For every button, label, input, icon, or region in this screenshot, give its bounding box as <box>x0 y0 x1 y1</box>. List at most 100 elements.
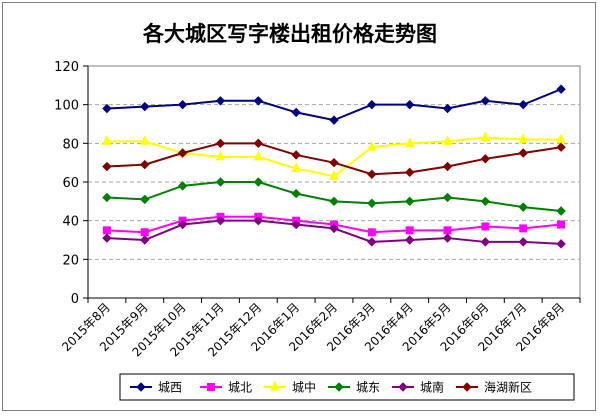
legend-marker <box>462 382 472 392</box>
data-point <box>481 222 490 231</box>
data-point <box>556 206 566 216</box>
data-point <box>367 169 377 179</box>
data-point <box>518 133 529 143</box>
data-point <box>442 103 453 114</box>
data-point <box>140 194 150 205</box>
legend-item: 城南 <box>392 380 444 395</box>
data-point <box>367 99 377 110</box>
legend-item: 城北 <box>200 381 252 395</box>
data-point <box>404 196 415 207</box>
data-point <box>404 137 415 147</box>
data-point <box>480 196 491 207</box>
data-point <box>480 154 491 164</box>
data-point <box>215 96 226 106</box>
data-point <box>480 131 491 142</box>
data-point <box>102 233 112 243</box>
data-point <box>102 226 111 235</box>
legend-label: 城南 <box>420 380 444 395</box>
legend-marker <box>334 382 344 392</box>
data-point <box>291 188 301 199</box>
data-point <box>253 96 264 106</box>
data-point <box>102 135 112 145</box>
legend-label: 城北 <box>228 381 252 395</box>
series-4 <box>102 177 566 216</box>
legend-item: 城东 <box>328 381 380 395</box>
data-point <box>215 215 226 226</box>
legend-marker <box>207 383 215 391</box>
legend-label: 城东 <box>356 381 380 395</box>
data-point <box>177 99 188 110</box>
legend-label: 城中 <box>292 380 316 395</box>
series-1 <box>102 84 566 125</box>
data-point <box>442 135 453 145</box>
data-point <box>443 226 452 235</box>
data-point <box>329 196 339 207</box>
series-line <box>106 181 562 212</box>
data-point <box>253 215 264 226</box>
legend-marker <box>136 382 146 392</box>
data-point <box>556 84 566 94</box>
series-6 <box>102 138 566 179</box>
data-point <box>367 141 377 151</box>
data-point <box>442 233 453 243</box>
legend-label: 海湖新区 <box>484 380 532 395</box>
chart-frame: 各大城区写字楼出租价格走势图 0 20 40 60 80 100 120 2015年8月 20… <box>2 2 596 411</box>
data-point <box>215 150 226 161</box>
data-point <box>102 192 112 203</box>
data-point <box>404 167 415 178</box>
data-point <box>480 96 491 106</box>
data-point <box>253 150 264 161</box>
data-point <box>329 223 339 234</box>
y-tick-label: 20 <box>62 253 79 268</box>
data-point <box>291 162 301 172</box>
data-point <box>518 237 528 247</box>
y-tick-label: 120 <box>54 60 79 75</box>
data-point <box>291 107 301 118</box>
data-point <box>177 181 188 191</box>
data-point <box>405 226 414 235</box>
data-point <box>518 202 528 212</box>
data-point <box>556 133 566 143</box>
data-point <box>177 219 188 230</box>
data-point <box>140 228 149 237</box>
chart-title: 各大城区写字楼出租价格走势图 <box>142 22 437 46</box>
data-point <box>102 161 112 172</box>
data-point <box>140 101 150 112</box>
data-point <box>253 138 264 149</box>
data-point <box>556 239 566 249</box>
data-point <box>329 170 339 180</box>
data-point <box>139 135 150 145</box>
data-point <box>404 235 415 245</box>
legend-item: 城中 <box>264 380 316 395</box>
data-point <box>253 177 264 187</box>
data-point <box>140 235 150 245</box>
y-tick-label: 60 <box>62 176 79 191</box>
data-point <box>556 142 566 152</box>
data-point <box>367 237 377 247</box>
data-point <box>291 219 301 230</box>
data-point <box>518 99 528 110</box>
y-tick-label: 40 <box>62 215 79 230</box>
data-point <box>140 159 150 170</box>
data-point <box>518 148 528 158</box>
legend-item: 海湖新区 <box>456 380 532 395</box>
data-point <box>404 99 415 110</box>
y-tick-label: 0 <box>71 292 79 307</box>
legend-item: 城西 <box>130 381 182 395</box>
data-point <box>291 150 301 160</box>
data-point <box>557 220 566 229</box>
data-point <box>442 161 453 172</box>
data-point <box>519 224 528 233</box>
data-point <box>367 228 376 237</box>
series-5 <box>102 215 566 249</box>
legend-marker <box>398 382 408 392</box>
legend-marker <box>270 380 280 391</box>
data-point <box>442 192 453 203</box>
data-point <box>215 138 226 149</box>
legend-label: 城西 <box>158 381 182 395</box>
data-point <box>329 115 339 125</box>
data-point <box>367 198 377 208</box>
y-tick-label: 100 <box>54 99 79 114</box>
data-point <box>215 177 226 187</box>
